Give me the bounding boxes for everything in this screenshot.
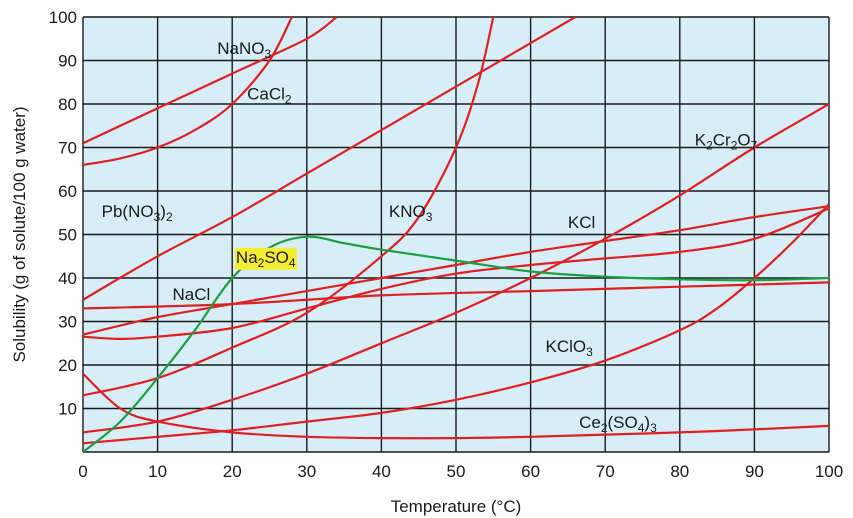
- subscript: 3: [154, 210, 161, 224]
- subscript: 2: [601, 421, 608, 435]
- label-nano3: NaNO3: [217, 39, 271, 61]
- label-text-nano3: NaNO3: [217, 39, 271, 61]
- curve-cacl2: [83, 17, 293, 166]
- label-text-ce2so43: Ce2(SO4)3: [579, 413, 657, 435]
- curve-k2cr2o7: [83, 103, 829, 434]
- label-part: O: [737, 130, 750, 149]
- curve-na2so4: [83, 235, 829, 452]
- label-text-na2so4: Na2SO4: [236, 248, 296, 270]
- y-tick-label: 100: [49, 8, 77, 27]
- label-part: KClO: [546, 337, 587, 356]
- x-tick-label: 20: [223, 462, 242, 481]
- label-part: ): [160, 202, 166, 221]
- y-tick-label: 20: [58, 356, 77, 375]
- label-part: KCl: [568, 213, 595, 232]
- y-tick-label: 80: [58, 95, 77, 114]
- label-highlight: [234, 247, 297, 270]
- x-axis-ticks: 0 10 20 30 40 50 60 70 80 90 100: [78, 462, 843, 481]
- label-k2cr2o7: K2Cr2O7: [695, 130, 758, 152]
- curve-ce2so43: [83, 372, 829, 440]
- label-part: Cr: [713, 130, 731, 149]
- subscript: 7: [751, 138, 758, 152]
- subscript: 2: [285, 93, 292, 107]
- label-part: Pb(NO: [102, 202, 154, 221]
- label-part: K: [695, 130, 707, 149]
- label-kno3: KNO3: [389, 202, 433, 224]
- subscript: 2: [706, 138, 713, 152]
- x-tick-label: 80: [670, 462, 689, 481]
- x-tick-label: 100: [815, 462, 843, 481]
- y-axis-ticks: 10 20 30 40 50 60 70 80 90 100: [49, 8, 77, 419]
- subscript: 4: [638, 421, 645, 435]
- curve-nano3: [83, 17, 338, 145]
- y-tick-label: 40: [58, 269, 77, 288]
- y-tick-label: 50: [58, 226, 77, 245]
- y-tick-label: 30: [58, 313, 77, 332]
- y-tick-label: 90: [58, 52, 77, 71]
- label-cacl2: CaCl2: [247, 85, 292, 107]
- subscript: 3: [586, 345, 593, 359]
- label-part: SO: [264, 248, 289, 267]
- grid-lines: [82, 16, 830, 453]
- label-kcl: KCl: [568, 213, 595, 232]
- subscript: 3: [650, 421, 657, 435]
- label-part: NaCl: [173, 285, 211, 304]
- solubility-curves: [83, 17, 829, 452]
- label-na2so4: Na2SO4: [234, 247, 297, 270]
- label-part: (SO: [608, 413, 638, 432]
- label-part: KNO: [389, 202, 426, 221]
- y-tick-label: 60: [58, 182, 77, 201]
- subscript: 3: [426, 210, 433, 224]
- curve-kclo3: [83, 207, 829, 340]
- y-tick-label: 70: [58, 139, 77, 158]
- label-nacl: NaCl: [173, 285, 211, 304]
- label-text-nacl: NaCl: [173, 285, 211, 304]
- label-text-kclo3: KClO3: [546, 337, 594, 359]
- curve-nacl: [83, 281, 829, 310]
- label-text-kcl: KCl: [568, 213, 595, 232]
- label-part: CaCl: [247, 85, 285, 104]
- label-part: Ce: [579, 413, 601, 432]
- y-axis-label: Solubility (g of solute/100 g water): [10, 106, 29, 362]
- curve-kno3: [83, 17, 495, 397]
- label-kclo3: KClO3: [546, 337, 594, 359]
- x-axis-label: Temperature (°C): [391, 497, 522, 516]
- label-text-kno3: KNO3: [389, 202, 433, 224]
- label-ce2so43: Ce2(SO4)3: [579, 413, 657, 435]
- subscript: 2: [258, 256, 265, 270]
- x-tick-label: 90: [745, 462, 764, 481]
- y-tick-label: 10: [58, 400, 77, 419]
- x-tick-label: 50: [447, 462, 466, 481]
- x-tick-label: 60: [521, 462, 540, 481]
- subscript: 4: [289, 256, 296, 270]
- x-tick-label: 40: [372, 462, 391, 481]
- label-text-k2cr2o7: K2Cr2O7: [695, 130, 758, 152]
- x-tick-label: 70: [596, 462, 615, 481]
- curve-pbno32: [83, 17, 576, 301]
- label-pbno32: Pb(NO3)2: [102, 202, 173, 224]
- x-tick-label: 0: [78, 462, 87, 481]
- label-text-cacl2: CaCl2: [247, 85, 292, 107]
- label-part: ): [644, 413, 650, 432]
- label-text-pbno32: Pb(NO3)2: [102, 202, 173, 224]
- label-part: Na: [236, 248, 258, 267]
- x-tick-label: 10: [148, 462, 167, 481]
- subscript: 2: [731, 138, 738, 152]
- x-tick-label: 30: [297, 462, 316, 481]
- subscript: 3: [265, 47, 272, 61]
- subscript: 2: [166, 210, 173, 224]
- label-part: NaNO: [217, 39, 264, 58]
